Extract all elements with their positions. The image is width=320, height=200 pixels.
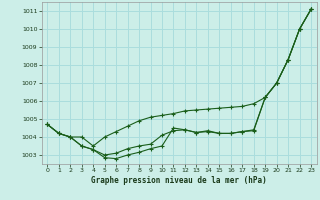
X-axis label: Graphe pression niveau de la mer (hPa): Graphe pression niveau de la mer (hPa) xyxy=(91,176,267,185)
